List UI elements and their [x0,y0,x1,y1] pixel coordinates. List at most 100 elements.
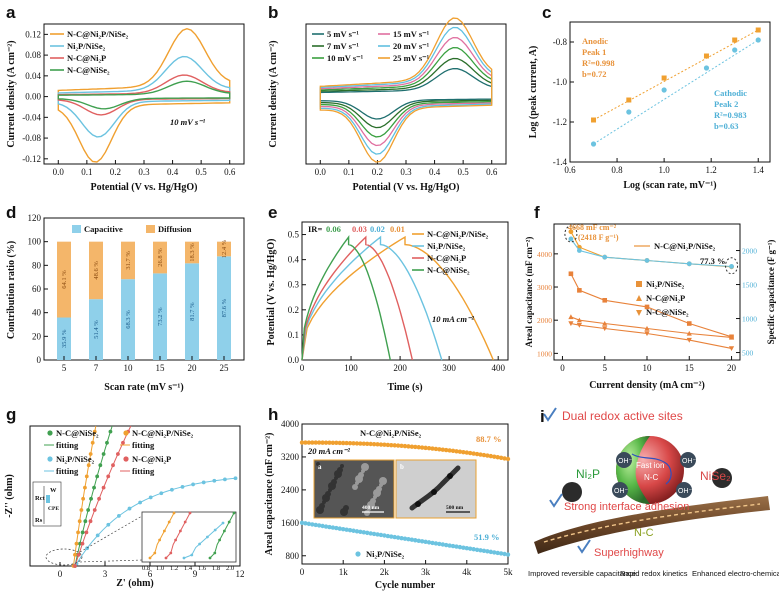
g-inset-point-1 [153,551,157,555]
d-label-capacitive: 73.2 % [157,307,164,326]
panel-f: f 0 5 10 15 20 4000 3000 2000 1000 2000 1500 1000 5… [524,200,779,400]
h-ytick-label: 800 [286,551,300,561]
d-bar-capacitive [89,299,103,360]
h-point-1 [454,449,459,454]
h-point-2 [485,549,490,554]
f-ytick-label: 1000 [537,349,552,358]
h-point-1 [334,440,339,446]
panel-f-curves [564,225,739,351]
h-point-2 [433,541,439,546]
e-xtick-label: 400 [491,363,505,373]
d-xtick-label: 20 [188,363,198,373]
h-point-1 [502,456,507,461]
h-point-2 [413,538,418,543]
a-ytick-label: 0.00 [25,92,41,102]
i-banner-3: Superhighway [594,547,664,559]
legend-g4: N-C@Ni₂P [132,454,171,464]
h-point-1 [351,441,356,446]
c-ytick-label: -1.0 [553,77,568,87]
b-legend-label: 7 mV s⁻¹ [327,41,359,51]
f-series-4-point [576,322,582,328]
e-xtick-label: 200 [393,363,407,373]
e-legend-label: N-C@Ni₂P [427,253,466,263]
h-point-1 [419,445,425,450]
h-point-2 [468,546,473,551]
panel-a-letter: a [6,3,16,22]
f-annot-1: 4668 mF cm⁻² [568,223,617,232]
anodic-title: Anodic [582,36,608,46]
legend-g1-marker [47,430,53,436]
ir-label: IR= [308,224,322,234]
check-icon [543,407,557,422]
h-point-2 [478,548,483,553]
g-point-3 [212,478,217,483]
h-point-2 [347,528,353,533]
h-point-1 [358,441,363,446]
c-point-cathodic [626,109,632,115]
anodic-r2: R²=0.998 [582,58,615,68]
f-series-2-point [644,304,650,310]
g-inset-point-3 [182,556,186,560]
h-series-bottom: Ni₂P/NiSe₂ [366,549,405,559]
panel-g-legend: N-C@NiSe₂ fitting N-C@Ni₂P/NiSe₂ fitting… [44,428,194,476]
tem-particle-3 [447,473,453,479]
d-label-capacitive: 87.6 % [221,298,228,317]
d-xtick-label: 25 [220,363,230,373]
b-series-6-curve [319,17,493,163]
e-legend-label: N-C@Ni₂P/NiSe₂ [427,229,489,239]
panel-a-note: 10 mV s⁻¹ [170,117,206,127]
i-left-material: Ni₂P [576,467,600,481]
h-point-2 [354,529,360,534]
g-point-1 [95,474,100,479]
h-point-1 [409,444,415,449]
h-point-1 [498,455,504,461]
legend-f2-marker [636,295,642,301]
f-series-5-point [576,248,582,253]
panel-g: g 0 3 6 9 12 N-C@NiSe₂ fitting N-C@Ni₂P/NiSe… [0,400,262,598]
c-point-anodic [732,37,738,43]
g-point-4 [111,463,115,468]
h-point-2 [327,524,332,530]
a-ytick-label: -0.12 [22,154,41,164]
f-highlight-start [564,225,578,243]
d-label-diffusion: 48.6 % [93,261,100,280]
h-point-1 [327,440,332,445]
legend-g2-fitting: fitting [132,440,155,450]
g-point-1 [92,485,96,490]
panel-g-curves [71,425,238,568]
g-point-4 [88,519,93,524]
g-inset-tick: 1.8 [212,565,220,572]
d-label-diffusion: 26.8 % [157,248,164,267]
panel-e: e 0 100 200 300 400 0.5 0.4 0.3 0.2 0.1 0.0 IR= 0… [262,200,524,400]
i-dark-sphere-left [562,482,582,502]
g-inset-point-2 [169,551,173,555]
g-inset-point-4 [218,538,222,542]
h-point-1 [426,446,432,451]
f-series-3-line [570,316,732,338]
g-point-2 [81,496,86,501]
panel-i-letter: i [540,407,545,426]
f-ytick2-label: 1000 [742,315,757,324]
h-point-2 [344,527,349,532]
e-series-3-curve [301,235,414,361]
b-legend-label: 25 mV s⁻¹ [393,53,430,63]
h-point-1 [447,448,452,453]
circuit-rct: Rct [35,495,46,502]
ir-value-3: 0.02 [370,224,385,234]
d-bar-capacitive [185,263,199,360]
h-point-2 [385,533,391,539]
i-banner-1: Dual redox active sites [562,409,683,423]
a-legend-label: N-C@Ni₂P/NiSe₂ [67,29,129,39]
f-ytick-label: 2000 [537,316,552,325]
c-fit-line-2 [593,39,759,145]
b-xtick-label: 0.5 [458,167,470,177]
a-legend-label: N-C@NiSe₂ [67,65,110,75]
panel-e-svg: e 0 100 200 300 400 0.5 0.4 0.3 0.2 0.1 0.0 IR= 0… [266,203,509,393]
c-point-cathodic [703,65,710,71]
h-point-2 [389,534,394,539]
f-series-4-point [568,321,574,327]
panel-c-xticks: 0.6 0.8 1.0 1.2 1.4 [564,158,764,175]
h-point-2 [323,524,329,529]
f-series-3-point [568,314,574,320]
g-point-3 [117,514,121,518]
